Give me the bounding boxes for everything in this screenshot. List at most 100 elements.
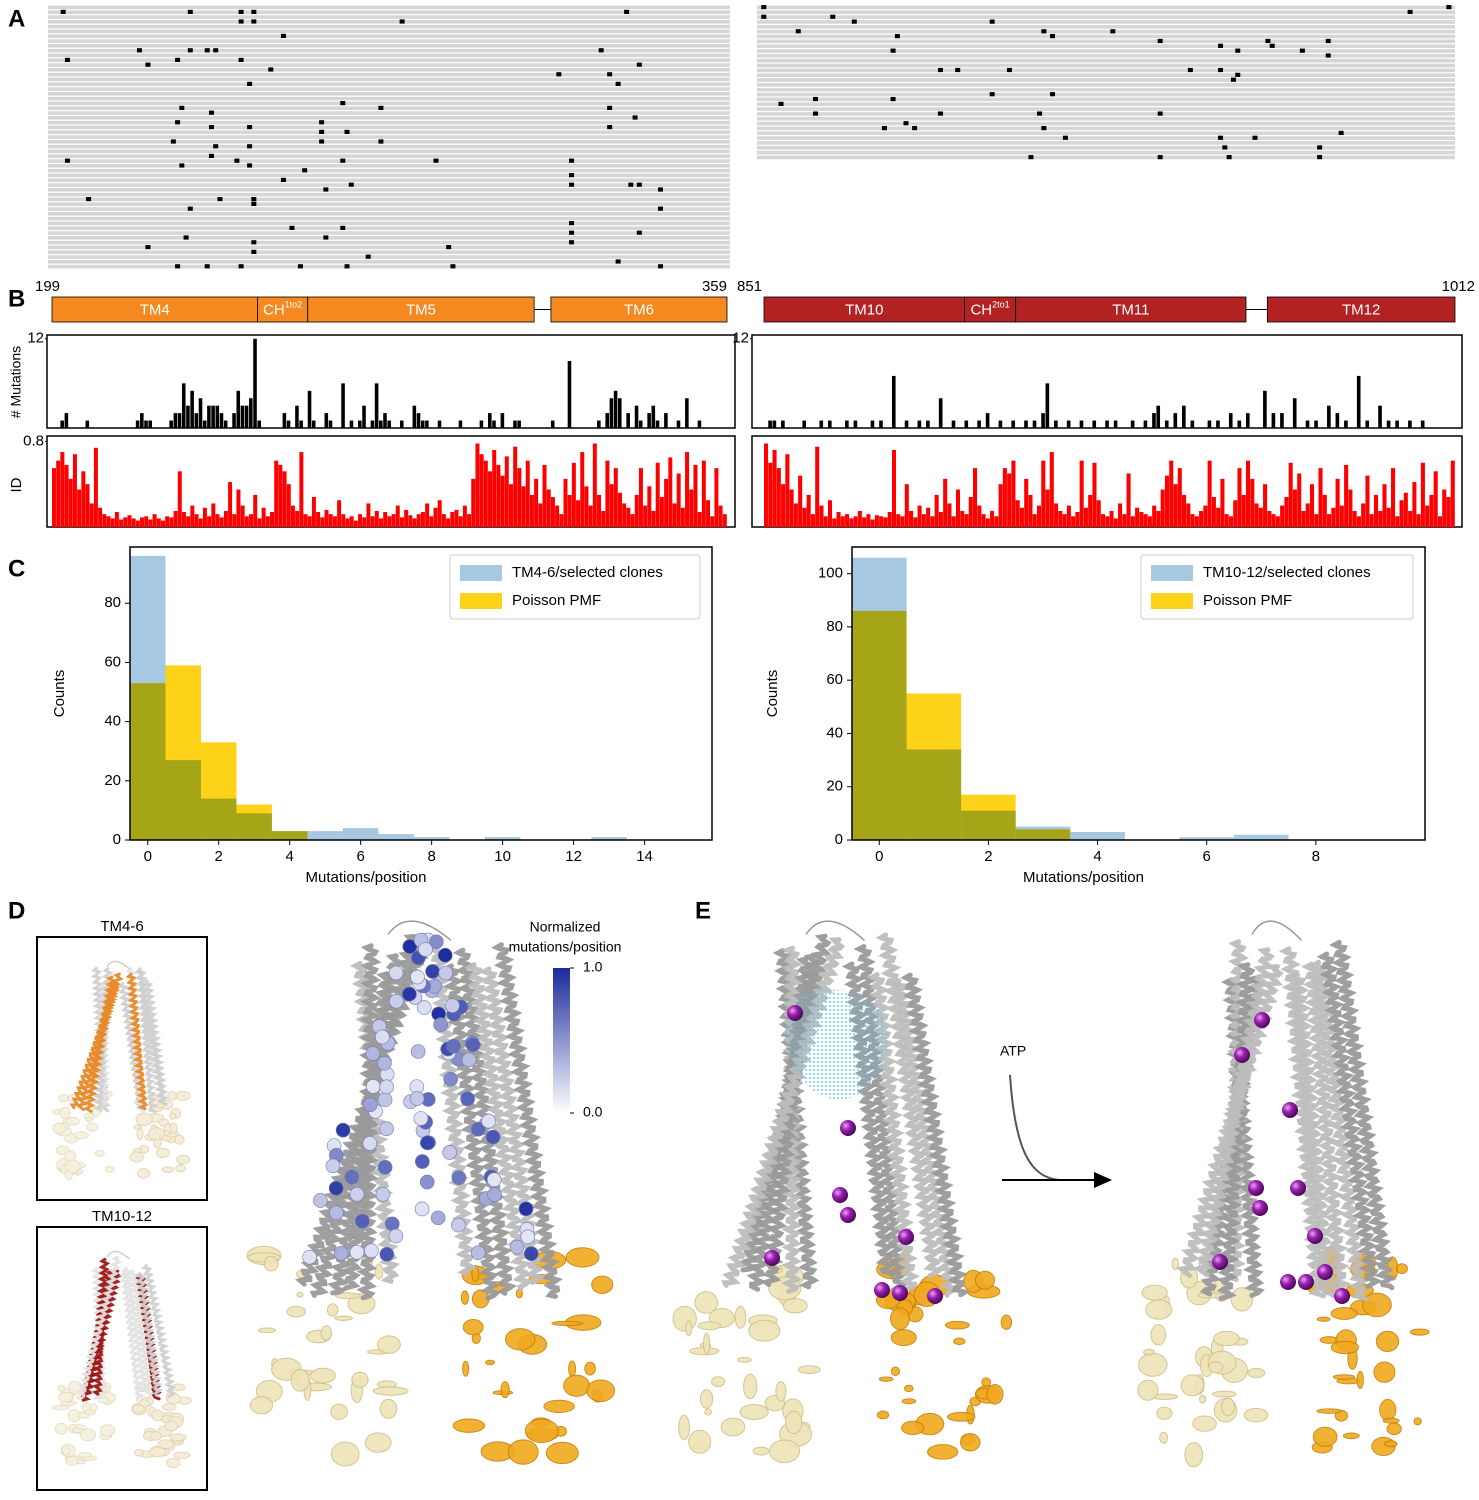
- mutation-dot: [136, 48, 142, 53]
- id-bar: [981, 514, 986, 527]
- id-bar: [383, 512, 388, 527]
- id-bar: [56, 460, 61, 527]
- mutation-bar: [295, 405, 299, 428]
- nbd-shape: [1171, 1257, 1179, 1271]
- site-sphere: [1234, 1047, 1250, 1063]
- id-bar: [270, 512, 274, 527]
- id-bar: [131, 518, 136, 527]
- clone-row: [48, 96, 730, 101]
- id-bar: [1288, 462, 1293, 527]
- mutation-dot: [64, 158, 70, 163]
- site-sphere: [1252, 1200, 1268, 1216]
- nbd-shape: [1221, 1397, 1235, 1417]
- id-bar: [1071, 516, 1076, 527]
- nbd-shape: [1356, 1370, 1364, 1389]
- site-sphere: [832, 1187, 848, 1203]
- id-bar: [1420, 462, 1425, 527]
- clone-row: [48, 140, 730, 144]
- id-bar: [563, 478, 568, 527]
- mutation-dot: [569, 240, 575, 245]
- x-tick-label: 14: [636, 848, 653, 865]
- nbd-shape: [51, 1404, 70, 1411]
- site-sphere: [1307, 1228, 1323, 1244]
- mutation-dot: [213, 144, 219, 149]
- mutation-dot: [251, 19, 257, 24]
- nbd-shape: [1213, 1330, 1240, 1347]
- id-bar: [951, 516, 956, 527]
- id-bar: [1203, 505, 1208, 527]
- nbd-shape: [176, 1154, 191, 1165]
- id-bar: [81, 471, 86, 527]
- id-bar: [819, 505, 824, 527]
- mutation-dot: [955, 67, 961, 73]
- id-bar: [550, 497, 555, 527]
- nbd-shape: [769, 1439, 801, 1464]
- id-bar: [366, 503, 371, 527]
- mutation-dot: [1049, 92, 1055, 97]
- clone-row: [48, 226, 730, 230]
- mutation-dot: [778, 101, 784, 106]
- mutation-dot: [60, 9, 66, 14]
- id-bar: [1024, 478, 1029, 527]
- residue-sphere: [520, 1229, 536, 1245]
- domain-bar: [307, 296, 535, 323]
- id-bar: [697, 512, 702, 527]
- id-bar: [1032, 514, 1037, 527]
- mutation-bar: [437, 420, 442, 428]
- mutation-bar: [1143, 420, 1148, 428]
- hist-bar: [1234, 834, 1289, 840]
- residue-sphere: [416, 1000, 432, 1015]
- mutation-dot: [624, 9, 630, 14]
- id-bar: [862, 517, 867, 527]
- id-bar: [1327, 514, 1332, 527]
- nbd-shape: [565, 1247, 600, 1268]
- mutation-dot: [894, 34, 900, 39]
- nbd-shape: [89, 1403, 98, 1412]
- residue-sphere: [410, 1044, 426, 1059]
- mutation-bar: [1152, 413, 1156, 428]
- mutation-dot: [1252, 135, 1258, 140]
- loop: [387, 920, 452, 941]
- legend-swatch: [1151, 565, 1193, 581]
- id-bar: [72, 454, 77, 527]
- mutation-bar: [1305, 420, 1310, 428]
- residue-sphere: [470, 1245, 486, 1261]
- id-bar: [909, 510, 914, 527]
- hist-bar: [961, 794, 1016, 840]
- mutation-dot: [187, 9, 193, 14]
- nbd-shape: [257, 1327, 276, 1334]
- nbd-shape: [1342, 1432, 1360, 1440]
- hist-bar: [906, 693, 962, 840]
- hist-bar: [1179, 837, 1234, 840]
- mutation-bar: [370, 420, 375, 428]
- mutation-dot: [323, 187, 329, 192]
- site-sphere: [874, 1282, 890, 1298]
- mutation-dot: [187, 206, 193, 211]
- helix: [142, 979, 169, 1106]
- id-bar: [370, 516, 375, 527]
- nbd-shape: [734, 1305, 747, 1329]
- id-bar: [119, 519, 124, 527]
- residue-sphere: [409, 1091, 425, 1106]
- id-bar: [693, 464, 698, 527]
- nbd-shape: [351, 1371, 369, 1388]
- y-tick-label: 80: [104, 594, 121, 611]
- mutation-bar: [173, 413, 178, 428]
- id-bar: [161, 520, 165, 527]
- site-sphere: [892, 1285, 908, 1301]
- clone-row: [48, 202, 730, 206]
- mutation-dot: [569, 182, 575, 187]
- mutation-dot: [1407, 9, 1413, 15]
- clone-row: [757, 49, 1455, 53]
- id-bar: [879, 516, 884, 527]
- mutation-bar: [1271, 413, 1276, 428]
- mutation-dot: [86, 197, 92, 202]
- id-bar: [114, 512, 119, 527]
- id-bar: [441, 514, 446, 527]
- id-bar: [1019, 507, 1024, 527]
- id-bar: [857, 510, 862, 527]
- id-bar: [655, 462, 660, 527]
- nbd-shape: [876, 1410, 890, 1420]
- mutation-bar: [307, 390, 312, 428]
- id-bar: [870, 519, 875, 527]
